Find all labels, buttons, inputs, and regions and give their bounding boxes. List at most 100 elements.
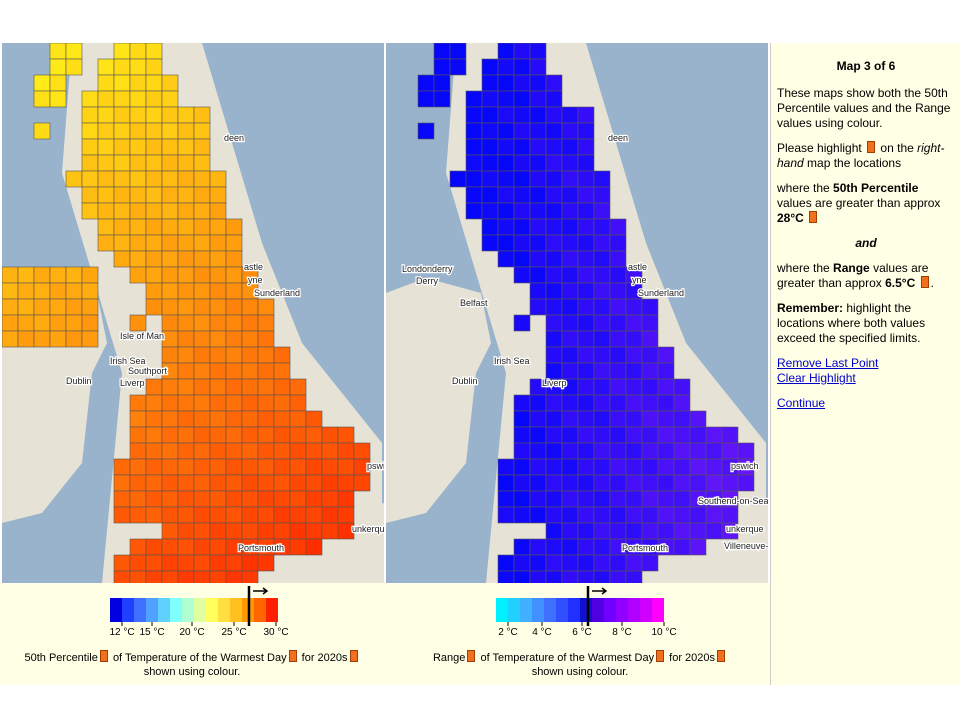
info-icon[interactable] [867, 141, 876, 153]
grid-cell [193, 154, 211, 172]
link[interactable]: Clear Highlight [777, 371, 856, 385]
grid-cell [577, 394, 595, 412]
grid-cell [545, 90, 563, 108]
info-icon[interactable] [809, 211, 818, 223]
grid-cell [545, 138, 563, 156]
grid-cell [609, 250, 627, 268]
grid-cell [545, 186, 563, 204]
grid-cell [193, 362, 211, 380]
color-swatch [652, 598, 664, 622]
grid-cell [97, 154, 115, 172]
text: where the [777, 181, 830, 195]
grid-cell [465, 154, 483, 172]
grid-cell [161, 442, 179, 460]
grid-cell [145, 202, 163, 220]
grid-cell [177, 346, 195, 364]
grid-cell [545, 458, 563, 476]
info-icon[interactable] [99, 650, 108, 662]
grid-cell [145, 186, 163, 204]
grid-cell [33, 90, 51, 108]
grid-cell [593, 570, 611, 583]
grid-cell [433, 90, 451, 108]
grid-cell [209, 394, 227, 412]
info-icon[interactable] [288, 650, 297, 662]
grid-cell [257, 522, 275, 540]
grid-cell [81, 202, 99, 220]
place-label: unkerque [352, 524, 384, 534]
grid-cell [593, 426, 611, 444]
grid-cell [321, 506, 339, 524]
grid-cell [209, 490, 227, 508]
grid-cell [497, 506, 515, 524]
info-icon[interactable] [920, 276, 929, 288]
grid-cell [209, 234, 227, 252]
grid-cell [225, 282, 243, 300]
grid-cell [177, 330, 195, 348]
text: Remember: [777, 301, 844, 315]
grid-cell [321, 458, 339, 476]
info-icon[interactable] [467, 650, 476, 662]
grid-cell [481, 202, 499, 220]
grid-cell [545, 426, 563, 444]
grid-cell [161, 490, 179, 508]
place-label: astle [244, 262, 263, 272]
grid-cell [689, 458, 707, 476]
grid-cell [33, 122, 51, 140]
text: 50th Percentile [833, 181, 919, 195]
grid-cell [529, 170, 547, 188]
link[interactable]: Continue [777, 396, 826, 410]
grid-cell [129, 138, 147, 156]
grid-cell [545, 282, 563, 300]
grid-cell [289, 458, 307, 476]
place-label: Dublin [452, 376, 478, 386]
grid-cell [545, 106, 563, 124]
grid-cell [497, 202, 515, 220]
grid-cell [129, 474, 147, 492]
grid-cell [65, 314, 83, 332]
color-swatch [266, 598, 278, 622]
grid-cell [161, 74, 179, 92]
grid-cell [193, 522, 211, 540]
grid-cell [609, 218, 627, 236]
grid-cell [625, 522, 643, 540]
grid-cell [561, 122, 579, 140]
grid-cell [561, 170, 579, 188]
grid-cell [241, 410, 259, 428]
color-swatch [254, 598, 266, 622]
left-map[interactable]: deen astle yne Sunderland Isle of Man Irish S… [2, 43, 384, 583]
grid-cell [289, 426, 307, 444]
grid-cell [673, 538, 691, 556]
link[interactable]: Remove Last Point [777, 356, 879, 370]
grid-cell [17, 266, 35, 284]
info-icon[interactable] [349, 650, 358, 662]
grid-cell [209, 298, 227, 316]
grid-cell [257, 458, 275, 476]
grid-cell [49, 298, 67, 316]
grid-cell [225, 234, 243, 252]
grid-cell [225, 314, 243, 332]
grid-cell [193, 442, 211, 460]
grid-cell [657, 474, 675, 492]
grid-cell [737, 442, 755, 460]
grid-cell [177, 394, 195, 412]
grid-cell [241, 362, 259, 380]
grid-cell [577, 346, 595, 364]
grid-cell [513, 506, 531, 524]
grid-cell [641, 378, 659, 396]
grid-cell [273, 442, 291, 460]
grid-cell [641, 394, 659, 412]
grid-cell [641, 330, 659, 348]
grid-cell [593, 314, 611, 332]
grid-cell [289, 410, 307, 428]
info-icon[interactable] [656, 650, 665, 662]
grid-cell [257, 378, 275, 396]
text: on the [880, 141, 914, 155]
grid-cell [193, 170, 211, 188]
info-icon[interactable] [717, 650, 726, 662]
grid-cell [161, 570, 179, 583]
grid-cell [33, 314, 51, 332]
right-map[interactable]: deen astle yne Sunderland Londonderry Derry Be… [386, 43, 768, 583]
grid-cell [593, 458, 611, 476]
color-swatch [110, 598, 122, 622]
grid-cell [561, 538, 579, 556]
